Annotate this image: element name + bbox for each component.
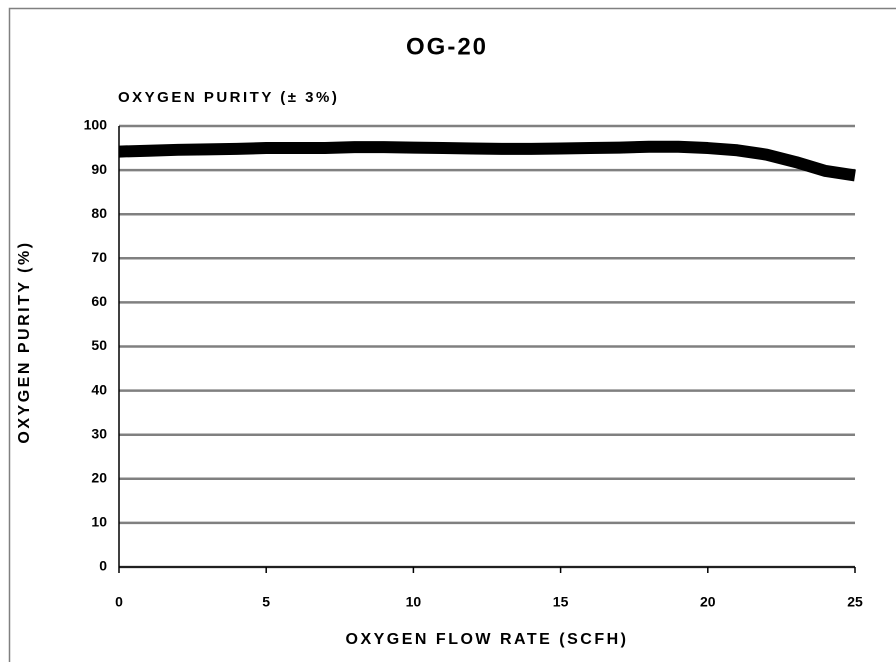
y-axis-label: OXYGEN PURITY (%): [16, 240, 33, 443]
x-tick-label: 15: [553, 594, 569, 610]
x-tick-label: 25: [847, 594, 863, 610]
y-tick-label: 10: [91, 514, 107, 530]
y-tick-label: 30: [91, 425, 107, 441]
y-tick-label: 70: [91, 249, 107, 265]
chart-frame: [10, 9, 896, 663]
x-axis-label: OXYGEN FLOW RATE (SCFH): [346, 631, 629, 648]
chart-subtitle: OXYGEN PURITY (± 3%): [118, 89, 339, 106]
x-tick-label: 0: [115, 594, 123, 610]
x-tick-label: 10: [406, 594, 422, 610]
y-tick-label: 90: [91, 161, 107, 177]
y-tick-label: 20: [91, 470, 107, 486]
y-tick-label: 0: [99, 558, 107, 574]
y-tick-label: 100: [84, 117, 108, 133]
y-tick-label: 60: [91, 293, 107, 309]
y-tick-label: 40: [91, 381, 107, 397]
x-tick-label: 5: [262, 594, 270, 610]
x-tick-label: 20: [700, 594, 716, 610]
y-tick-label: 80: [91, 205, 107, 221]
y-tick-label: 50: [91, 337, 107, 353]
chart-title: OG-20: [406, 33, 488, 60]
